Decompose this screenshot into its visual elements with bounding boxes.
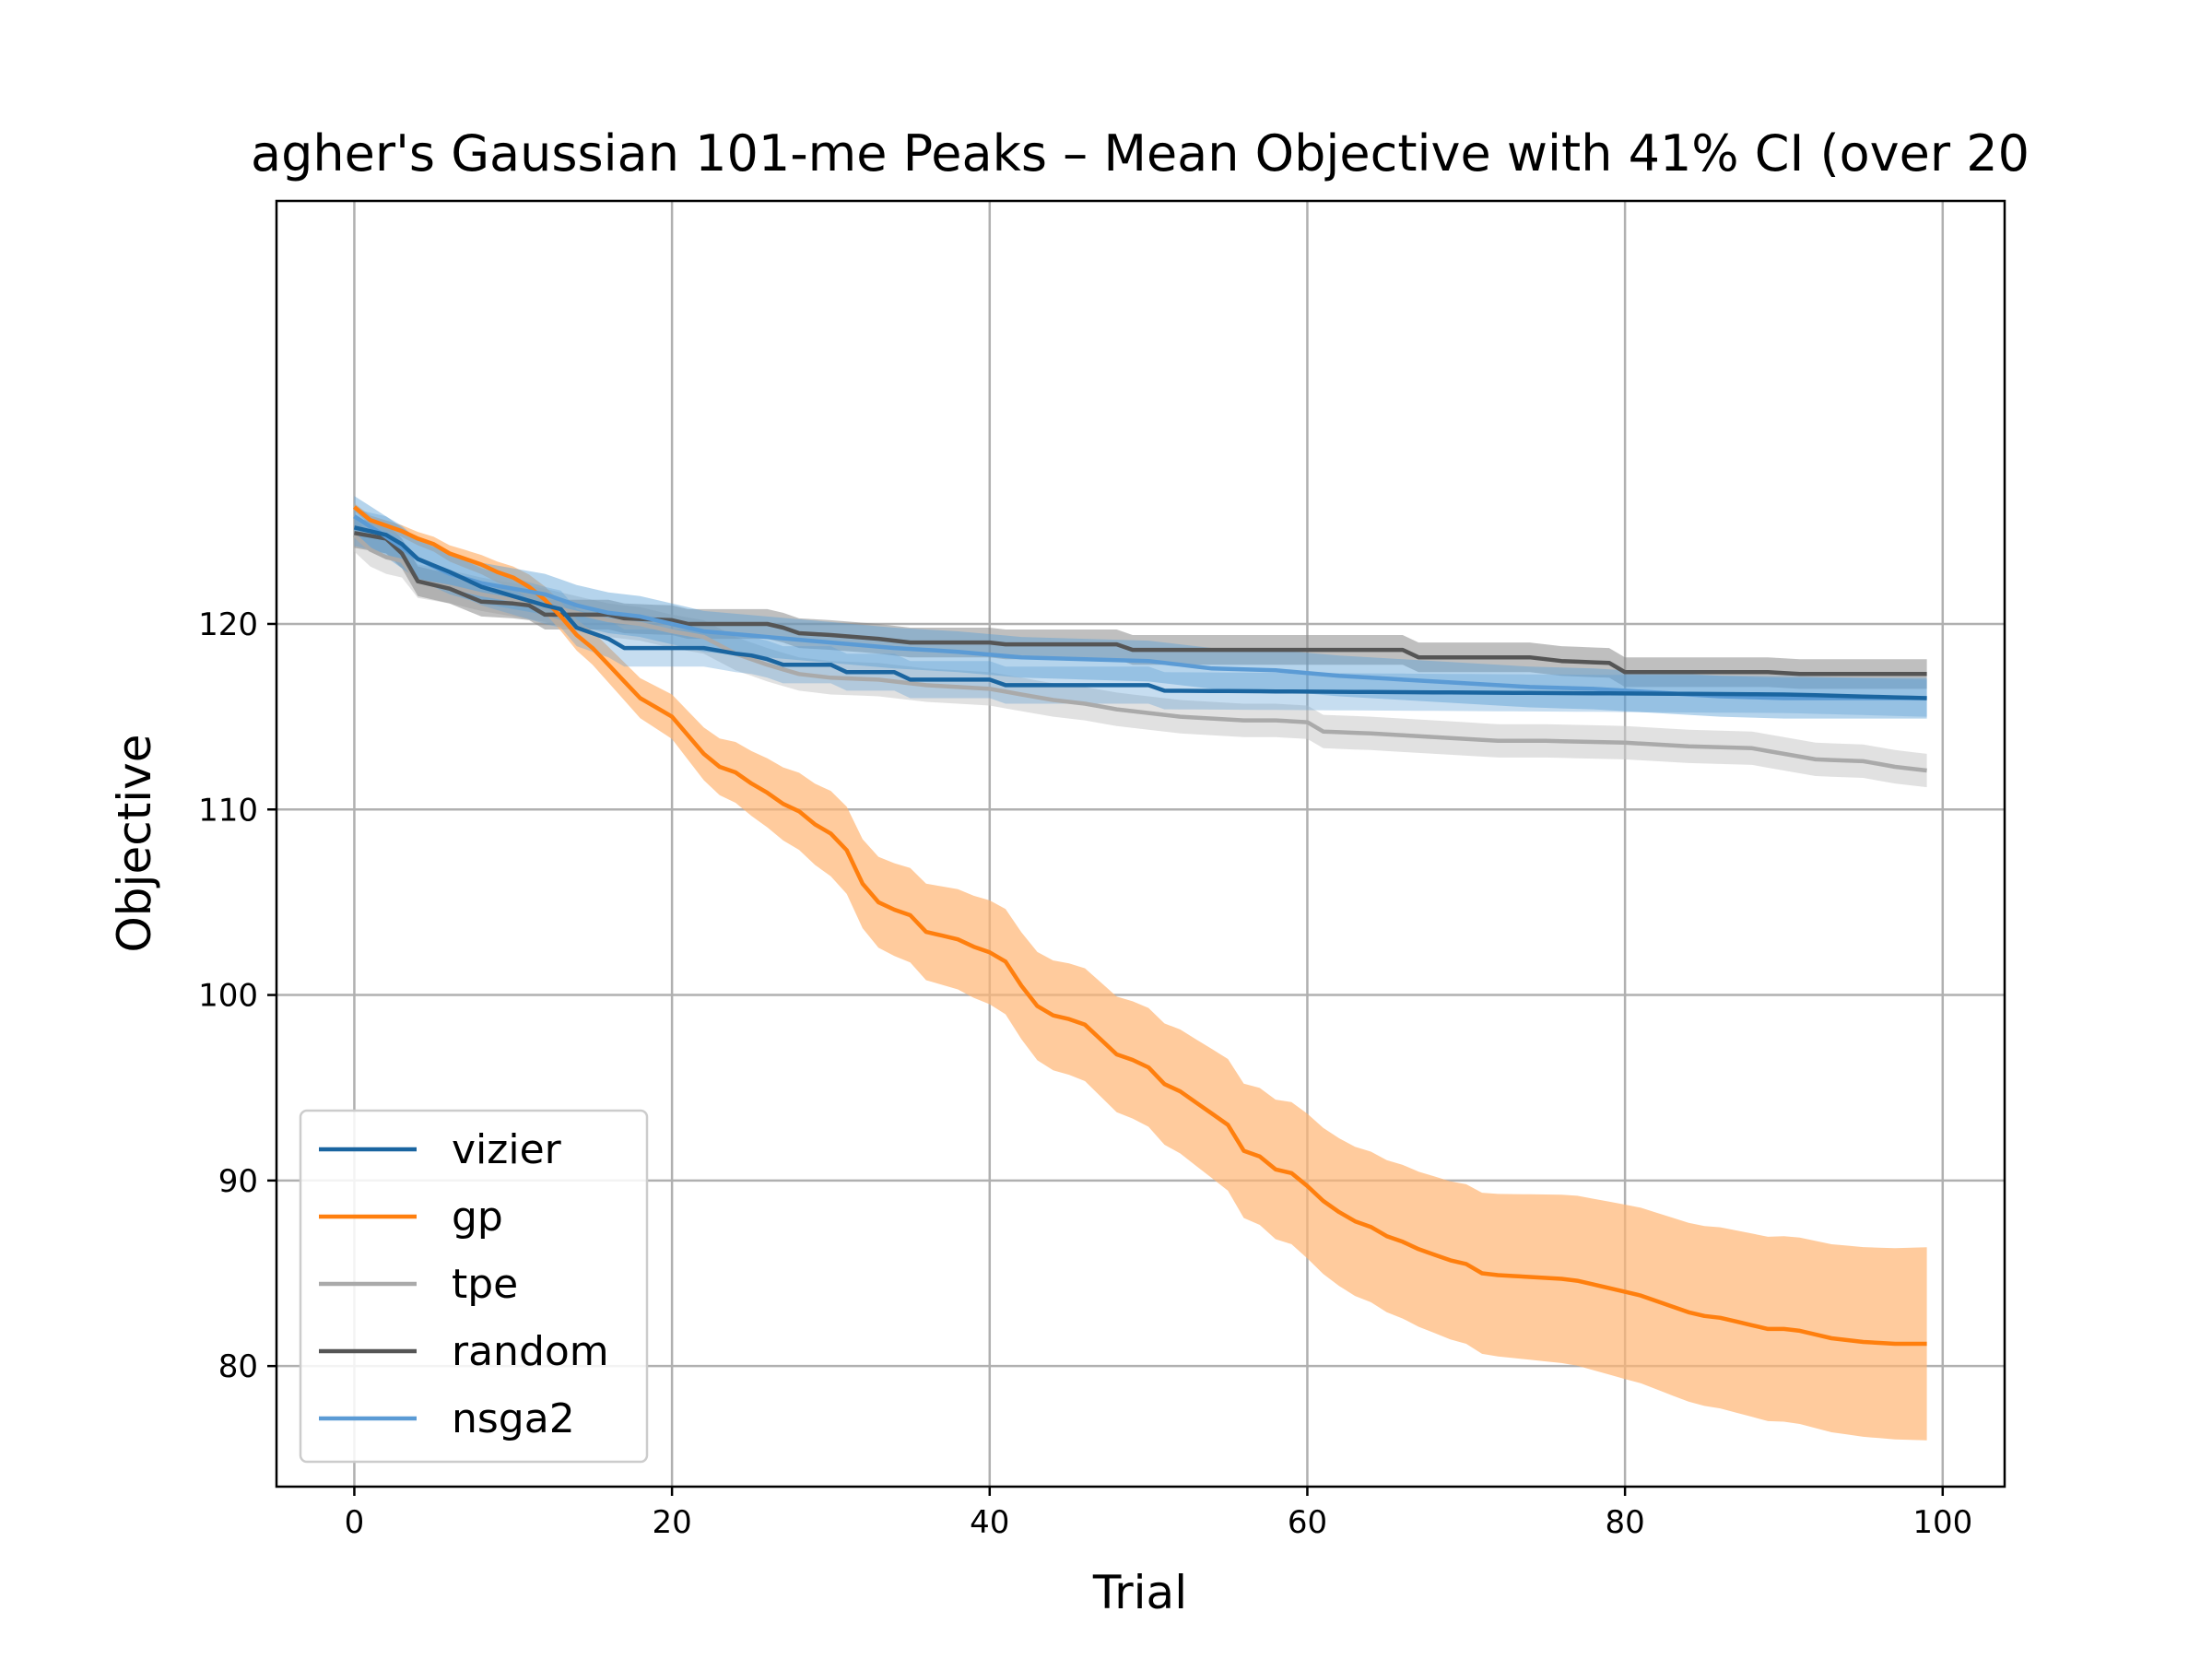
x-tick-label: 20 xyxy=(652,1504,691,1541)
x-tick-label: 40 xyxy=(970,1504,1009,1541)
legend: vizier gp tpe random nsga2 xyxy=(299,1109,649,1464)
legend-label-vizier: vizier xyxy=(452,1126,562,1173)
ci-band-gp xyxy=(354,503,1927,1441)
ci-band-tpe xyxy=(354,518,1927,788)
y-tick-label: 100 xyxy=(198,978,258,1015)
series-line-tpe xyxy=(352,533,1927,773)
y-tick-label: 90 xyxy=(218,1163,258,1200)
y-tick-label: 80 xyxy=(218,1348,258,1385)
tick-layer: 0 20 40 60 80 100 80 90 100 110 120 xyxy=(198,606,1972,1541)
y-tick-label: 120 xyxy=(198,606,258,643)
series-line-gp xyxy=(352,505,1927,1347)
legend-label-tpe: tpe xyxy=(452,1261,518,1308)
series-line-vizier xyxy=(353,525,1927,700)
y-tick-label: 110 xyxy=(198,792,258,829)
x-axis-label: Trial xyxy=(1092,1566,1187,1619)
plot-frame xyxy=(275,199,2006,1488)
series-lines xyxy=(352,505,1927,1347)
chart-title: agher's Gaussian 101-me Peaks – Mean Obj… xyxy=(251,124,2030,182)
legend-label-random: random xyxy=(452,1328,609,1375)
x-tick-label: 0 xyxy=(345,1504,365,1541)
x-tick-label: 80 xyxy=(1605,1504,1644,1541)
legend-label-gp: gp xyxy=(452,1194,503,1241)
x-tick-label: 100 xyxy=(1912,1504,1972,1541)
series-line-random xyxy=(354,531,1927,677)
y-axis-label: Objective xyxy=(108,734,161,952)
ci-band-random xyxy=(354,518,1927,689)
x-tick-label: 60 xyxy=(1288,1504,1327,1541)
legend-box xyxy=(299,1109,649,1464)
legend-label-nsga2: nsga2 xyxy=(452,1395,575,1442)
ci-band-vizier xyxy=(354,509,1927,717)
